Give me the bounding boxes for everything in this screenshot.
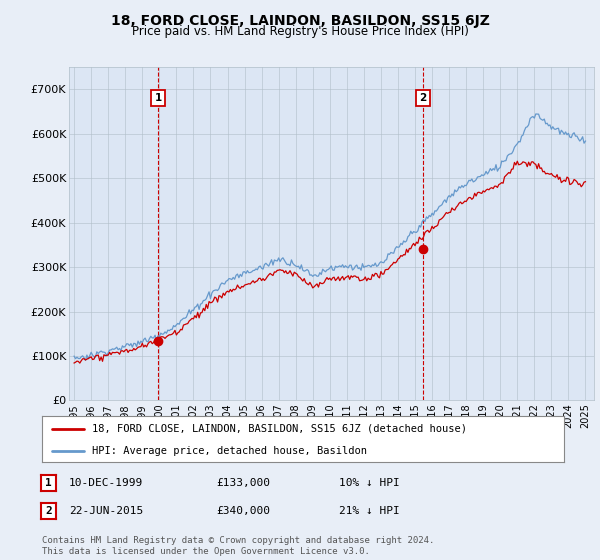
- Text: 21% ↓ HPI: 21% ↓ HPI: [339, 506, 400, 516]
- Text: 18, FORD CLOSE, LAINDON, BASILDON, SS15 6JZ: 18, FORD CLOSE, LAINDON, BASILDON, SS15 …: [110, 14, 490, 28]
- Text: 2: 2: [419, 94, 427, 103]
- Text: 10% ↓ HPI: 10% ↓ HPI: [339, 478, 400, 488]
- Text: Contains HM Land Registry data © Crown copyright and database right 2024.
This d: Contains HM Land Registry data © Crown c…: [42, 536, 434, 556]
- Text: Price paid vs. HM Land Registry's House Price Index (HPI): Price paid vs. HM Land Registry's House …: [131, 25, 469, 38]
- Text: 1: 1: [45, 478, 52, 488]
- Text: 10-DEC-1999: 10-DEC-1999: [69, 478, 143, 488]
- Text: 1: 1: [154, 94, 161, 103]
- Text: 22-JUN-2015: 22-JUN-2015: [69, 506, 143, 516]
- Text: 18, FORD CLOSE, LAINDON, BASILDON, SS15 6JZ (detached house): 18, FORD CLOSE, LAINDON, BASILDON, SS15 …: [92, 424, 467, 434]
- Text: 2: 2: [45, 506, 52, 516]
- Text: £340,000: £340,000: [216, 506, 270, 516]
- Text: £133,000: £133,000: [216, 478, 270, 488]
- Text: HPI: Average price, detached house, Basildon: HPI: Average price, detached house, Basi…: [92, 446, 367, 455]
